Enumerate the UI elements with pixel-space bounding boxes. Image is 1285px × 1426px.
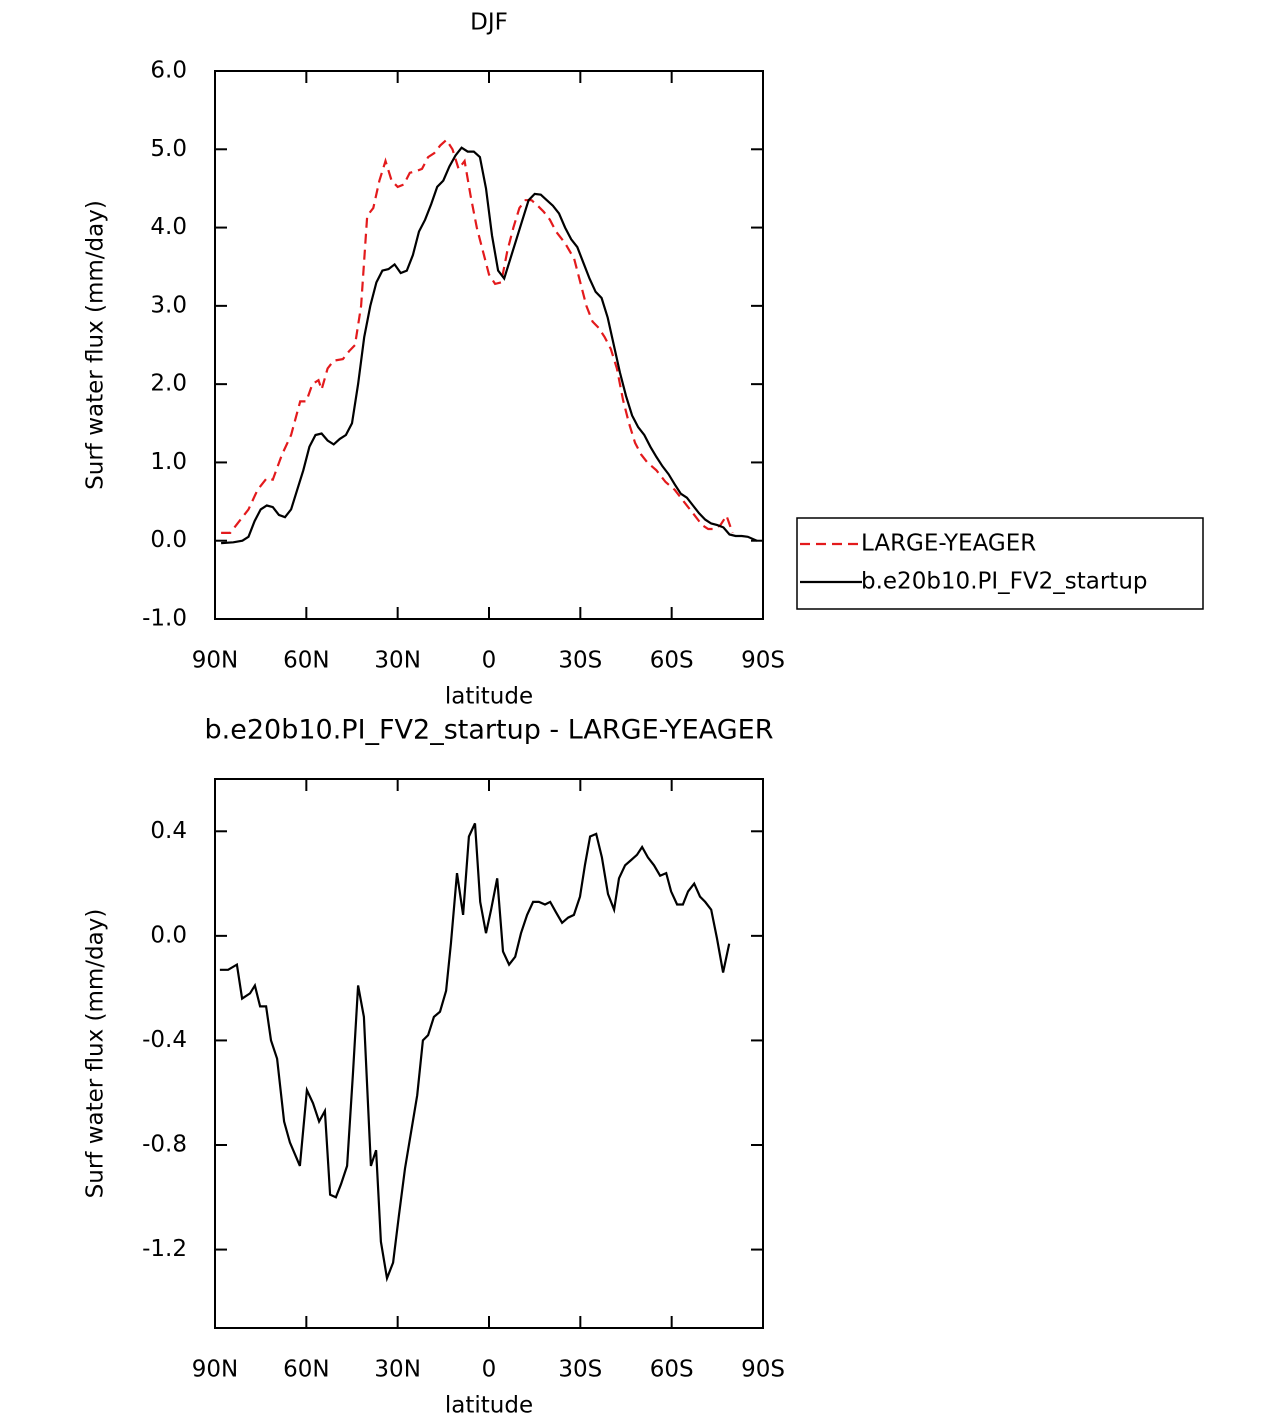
y-tick-label: 6.0 bbox=[150, 58, 187, 84]
y-axis-label: Surf water flux (mm/day) bbox=[83, 909, 109, 1199]
x-axis-label: latitude bbox=[445, 1393, 533, 1419]
x-axis-label: latitude bbox=[445, 684, 533, 710]
y-tick-label: 2.0 bbox=[150, 371, 187, 397]
data-line bbox=[219, 822, 731, 1283]
legend-label: b.e20b10.PI_FV2_startup bbox=[861, 569, 1148, 595]
y-axis-label: Surf water flux (mm/day) bbox=[83, 200, 109, 490]
y-tick-label: 3.0 bbox=[150, 292, 187, 318]
x-tick-label: 90N bbox=[192, 648, 238, 674]
x-tick-label: 0 bbox=[482, 1357, 497, 1383]
x-tick-label: 0 bbox=[482, 648, 497, 674]
x-tick-label: 60N bbox=[283, 1357, 329, 1383]
legend-frame bbox=[796, 517, 1204, 610]
x-tick-label: 30S bbox=[558, 648, 602, 674]
x-tick-label: 30S bbox=[558, 1357, 602, 1383]
y-tick-label: 1.0 bbox=[150, 449, 187, 475]
y-tick-label: 0.0 bbox=[150, 922, 187, 948]
y-tick-label: 5.0 bbox=[150, 136, 187, 162]
y-tick-label: -0.4 bbox=[142, 1027, 187, 1053]
x-tick-label: 60S bbox=[650, 1357, 694, 1383]
y-tick-label: 0.0 bbox=[150, 527, 187, 553]
x-tick-label: 30N bbox=[374, 1357, 420, 1383]
x-tick-label: 90S bbox=[741, 648, 785, 674]
y-tick-label: -1.0 bbox=[142, 606, 187, 632]
y-tick-label: -0.8 bbox=[142, 1132, 187, 1158]
x-tick-label: 60N bbox=[283, 648, 329, 674]
data-line bbox=[221, 138, 734, 534]
plot-frame bbox=[214, 778, 764, 1329]
x-tick-label: 90S bbox=[741, 1357, 785, 1383]
data-line bbox=[221, 146, 758, 545]
y-tick-label: 4.0 bbox=[150, 214, 187, 240]
y-tick-label: -1.2 bbox=[142, 1236, 187, 1262]
chart-title: b.e20b10.PI_FV2_startup - LARGE-YEAGER bbox=[205, 715, 774, 746]
y-tick-label: 0.4 bbox=[150, 818, 187, 844]
chart-title: DJF bbox=[470, 10, 508, 36]
x-tick-label: 30N bbox=[374, 648, 420, 674]
legend-label: LARGE-YEAGER bbox=[861, 531, 1036, 557]
plot-frame bbox=[214, 70, 764, 620]
x-tick-label: 60S bbox=[650, 648, 694, 674]
x-tick-label: 90N bbox=[192, 1357, 238, 1383]
